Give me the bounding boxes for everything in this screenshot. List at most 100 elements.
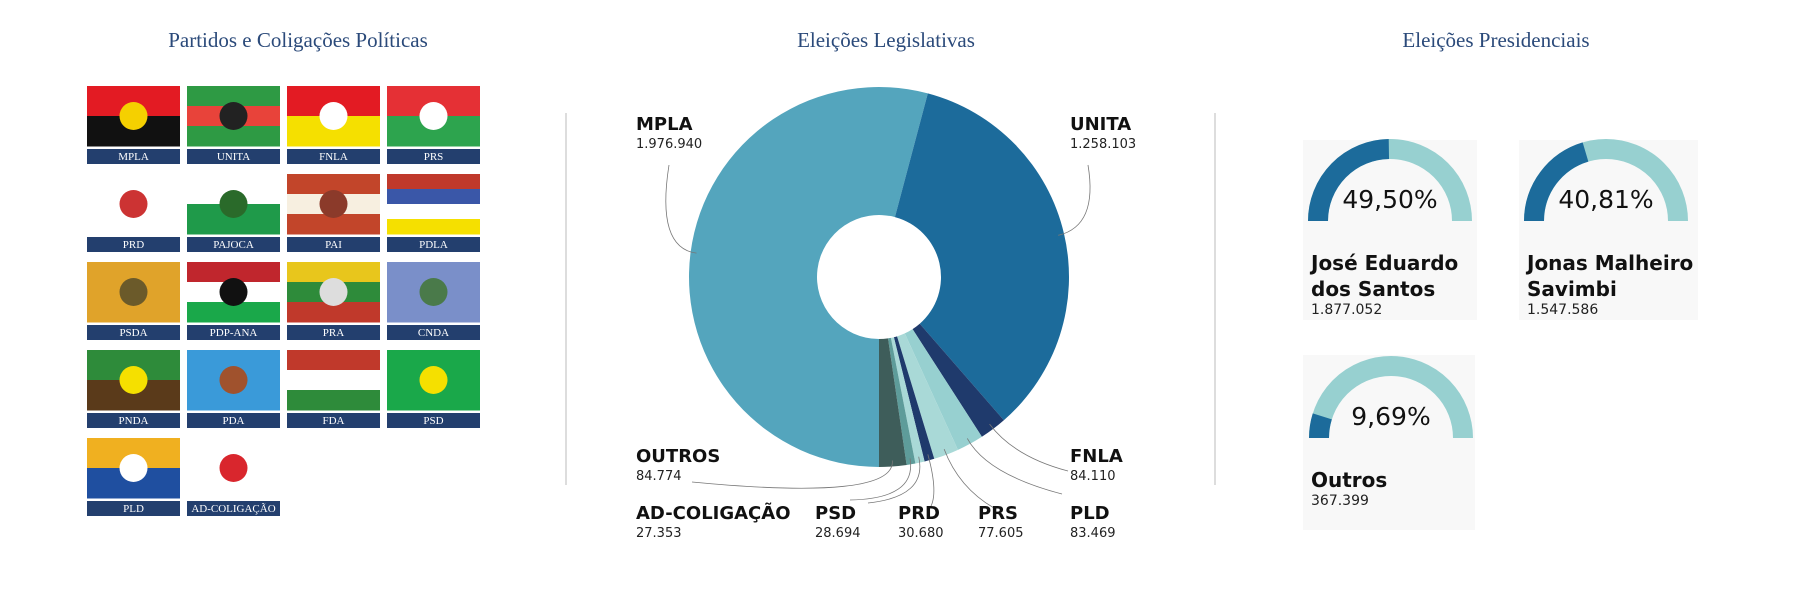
slice-name: PRS (978, 503, 1018, 524)
flag-label: FDA (322, 415, 344, 427)
flag-label-bar (87, 413, 180, 428)
donut-slice (904, 329, 982, 450)
flag-label-bar (187, 237, 280, 252)
leader-line (691, 460, 893, 489)
flag-stripe (287, 214, 380, 235)
gauge-track (1309, 356, 1473, 439)
slice-value: 1.976.940 (636, 137, 702, 152)
donut-slice (897, 333, 958, 459)
flag-label-bar (87, 325, 180, 340)
flag-label-bar (287, 237, 380, 252)
slice-name: PSD (815, 503, 856, 524)
flag-emblem (219, 190, 248, 218)
flag-label-bar (187, 149, 280, 164)
gauge-fill (1309, 413, 1332, 439)
slice-value: 84.774 (636, 469, 682, 484)
section-title: Eleições Presidenciais (1402, 28, 1589, 52)
slice-name: FNLA (1070, 446, 1123, 467)
flag-label: PRS (424, 151, 444, 163)
leader-line (665, 164, 697, 254)
flag-label: PRD (123, 239, 144, 251)
gauge-fill (1524, 142, 1589, 222)
slice-name: PRD (898, 503, 940, 524)
flag-label: UNITA (217, 151, 250, 163)
flag-emblem (219, 278, 248, 306)
gauge-percent: 40,81% (1558, 185, 1653, 214)
slice-value: 77.605 (978, 526, 1024, 541)
flag-label-bar (187, 325, 280, 340)
flag-label: AD-COLIGAÇÃO (191, 503, 275, 515)
flag-emblem (119, 190, 148, 218)
flag-label: PAI (325, 239, 342, 251)
flag-emblem (419, 102, 448, 130)
flag-stripe (187, 86, 280, 107)
flag-label-bar (187, 501, 280, 516)
slice-value: 83.469 (1070, 526, 1116, 541)
flag-label-bar (87, 501, 180, 516)
leader-line (966, 438, 1063, 495)
slice-value: 28.694 (815, 526, 861, 541)
slice-value: 30.680 (898, 526, 944, 541)
flag-label: PSDA (119, 327, 147, 339)
donut-slice (888, 337, 916, 465)
slice-name: PLD (1070, 503, 1110, 524)
flag-label: PNDA (119, 415, 149, 427)
gauge-percent: 49,50% (1342, 185, 1437, 214)
flag-label: PRA (323, 327, 344, 339)
flag-label: MPLA (118, 151, 149, 163)
candidate-name: José Eduardo dos Santos (1311, 251, 1459, 301)
flag-emblem (119, 366, 148, 394)
slice-name: MPLA (636, 114, 693, 135)
donut-slice (893, 336, 935, 462)
flag-label-bar (187, 413, 280, 428)
gauge-percent: 9,69% (1351, 402, 1430, 431)
flag-label-bar (387, 413, 480, 428)
flag-emblem (419, 278, 448, 306)
flag-stripe (287, 302, 380, 323)
leader-line (989, 423, 1069, 472)
flag-label: PDA (222, 415, 244, 427)
flag-emblem (119, 102, 148, 130)
slice-value: 84.110 (1070, 469, 1116, 484)
flag-emblem (119, 278, 148, 306)
flag-stripe (387, 174, 480, 190)
slice-value: 1.258.103 (1070, 137, 1136, 152)
flag-label: PDP-ANA (210, 327, 258, 339)
flag-emblem (219, 102, 248, 130)
section-title: Partidos e Coligações Políticas (168, 28, 428, 52)
flag-label-bar (87, 237, 180, 252)
flag-stripe (287, 350, 380, 371)
flag-label: PDLA (419, 239, 448, 251)
slice-value: 27.353 (636, 526, 682, 541)
section-title: Eleições Legislativas (797, 28, 975, 52)
flag-label: CNDA (418, 327, 449, 339)
donut-slice (912, 323, 1004, 437)
flag-label-bar (387, 237, 480, 252)
flag-emblem (319, 278, 348, 306)
flag-emblem (219, 454, 248, 482)
flag-label: PSD (423, 415, 443, 427)
flag-label: PLD (123, 503, 144, 515)
flag-stripe (287, 174, 380, 195)
flag-emblem (419, 366, 448, 394)
flag-label-bar (287, 325, 380, 340)
candidate-name: Outros (1311, 468, 1388, 492)
flag-label-bar (387, 149, 480, 164)
flag-label-bar (387, 325, 480, 340)
flag-label-bar (287, 149, 380, 164)
flag-label: PAJOCA (213, 239, 254, 251)
flag-label-bar (87, 149, 180, 164)
leader-line (927, 454, 935, 509)
flag-stripe (387, 219, 480, 235)
candidate-name: Jonas Malheiro Savimbi (1527, 251, 1694, 301)
flag-stripe (387, 189, 480, 205)
donut-slice (890, 337, 925, 464)
leader-line (1058, 164, 1091, 236)
donut-slice (879, 338, 907, 467)
flag-stripe (287, 262, 380, 283)
candidate-votes: 367.399 (1311, 493, 1369, 509)
flag-stripe (187, 126, 280, 147)
donut-slice (689, 87, 928, 467)
